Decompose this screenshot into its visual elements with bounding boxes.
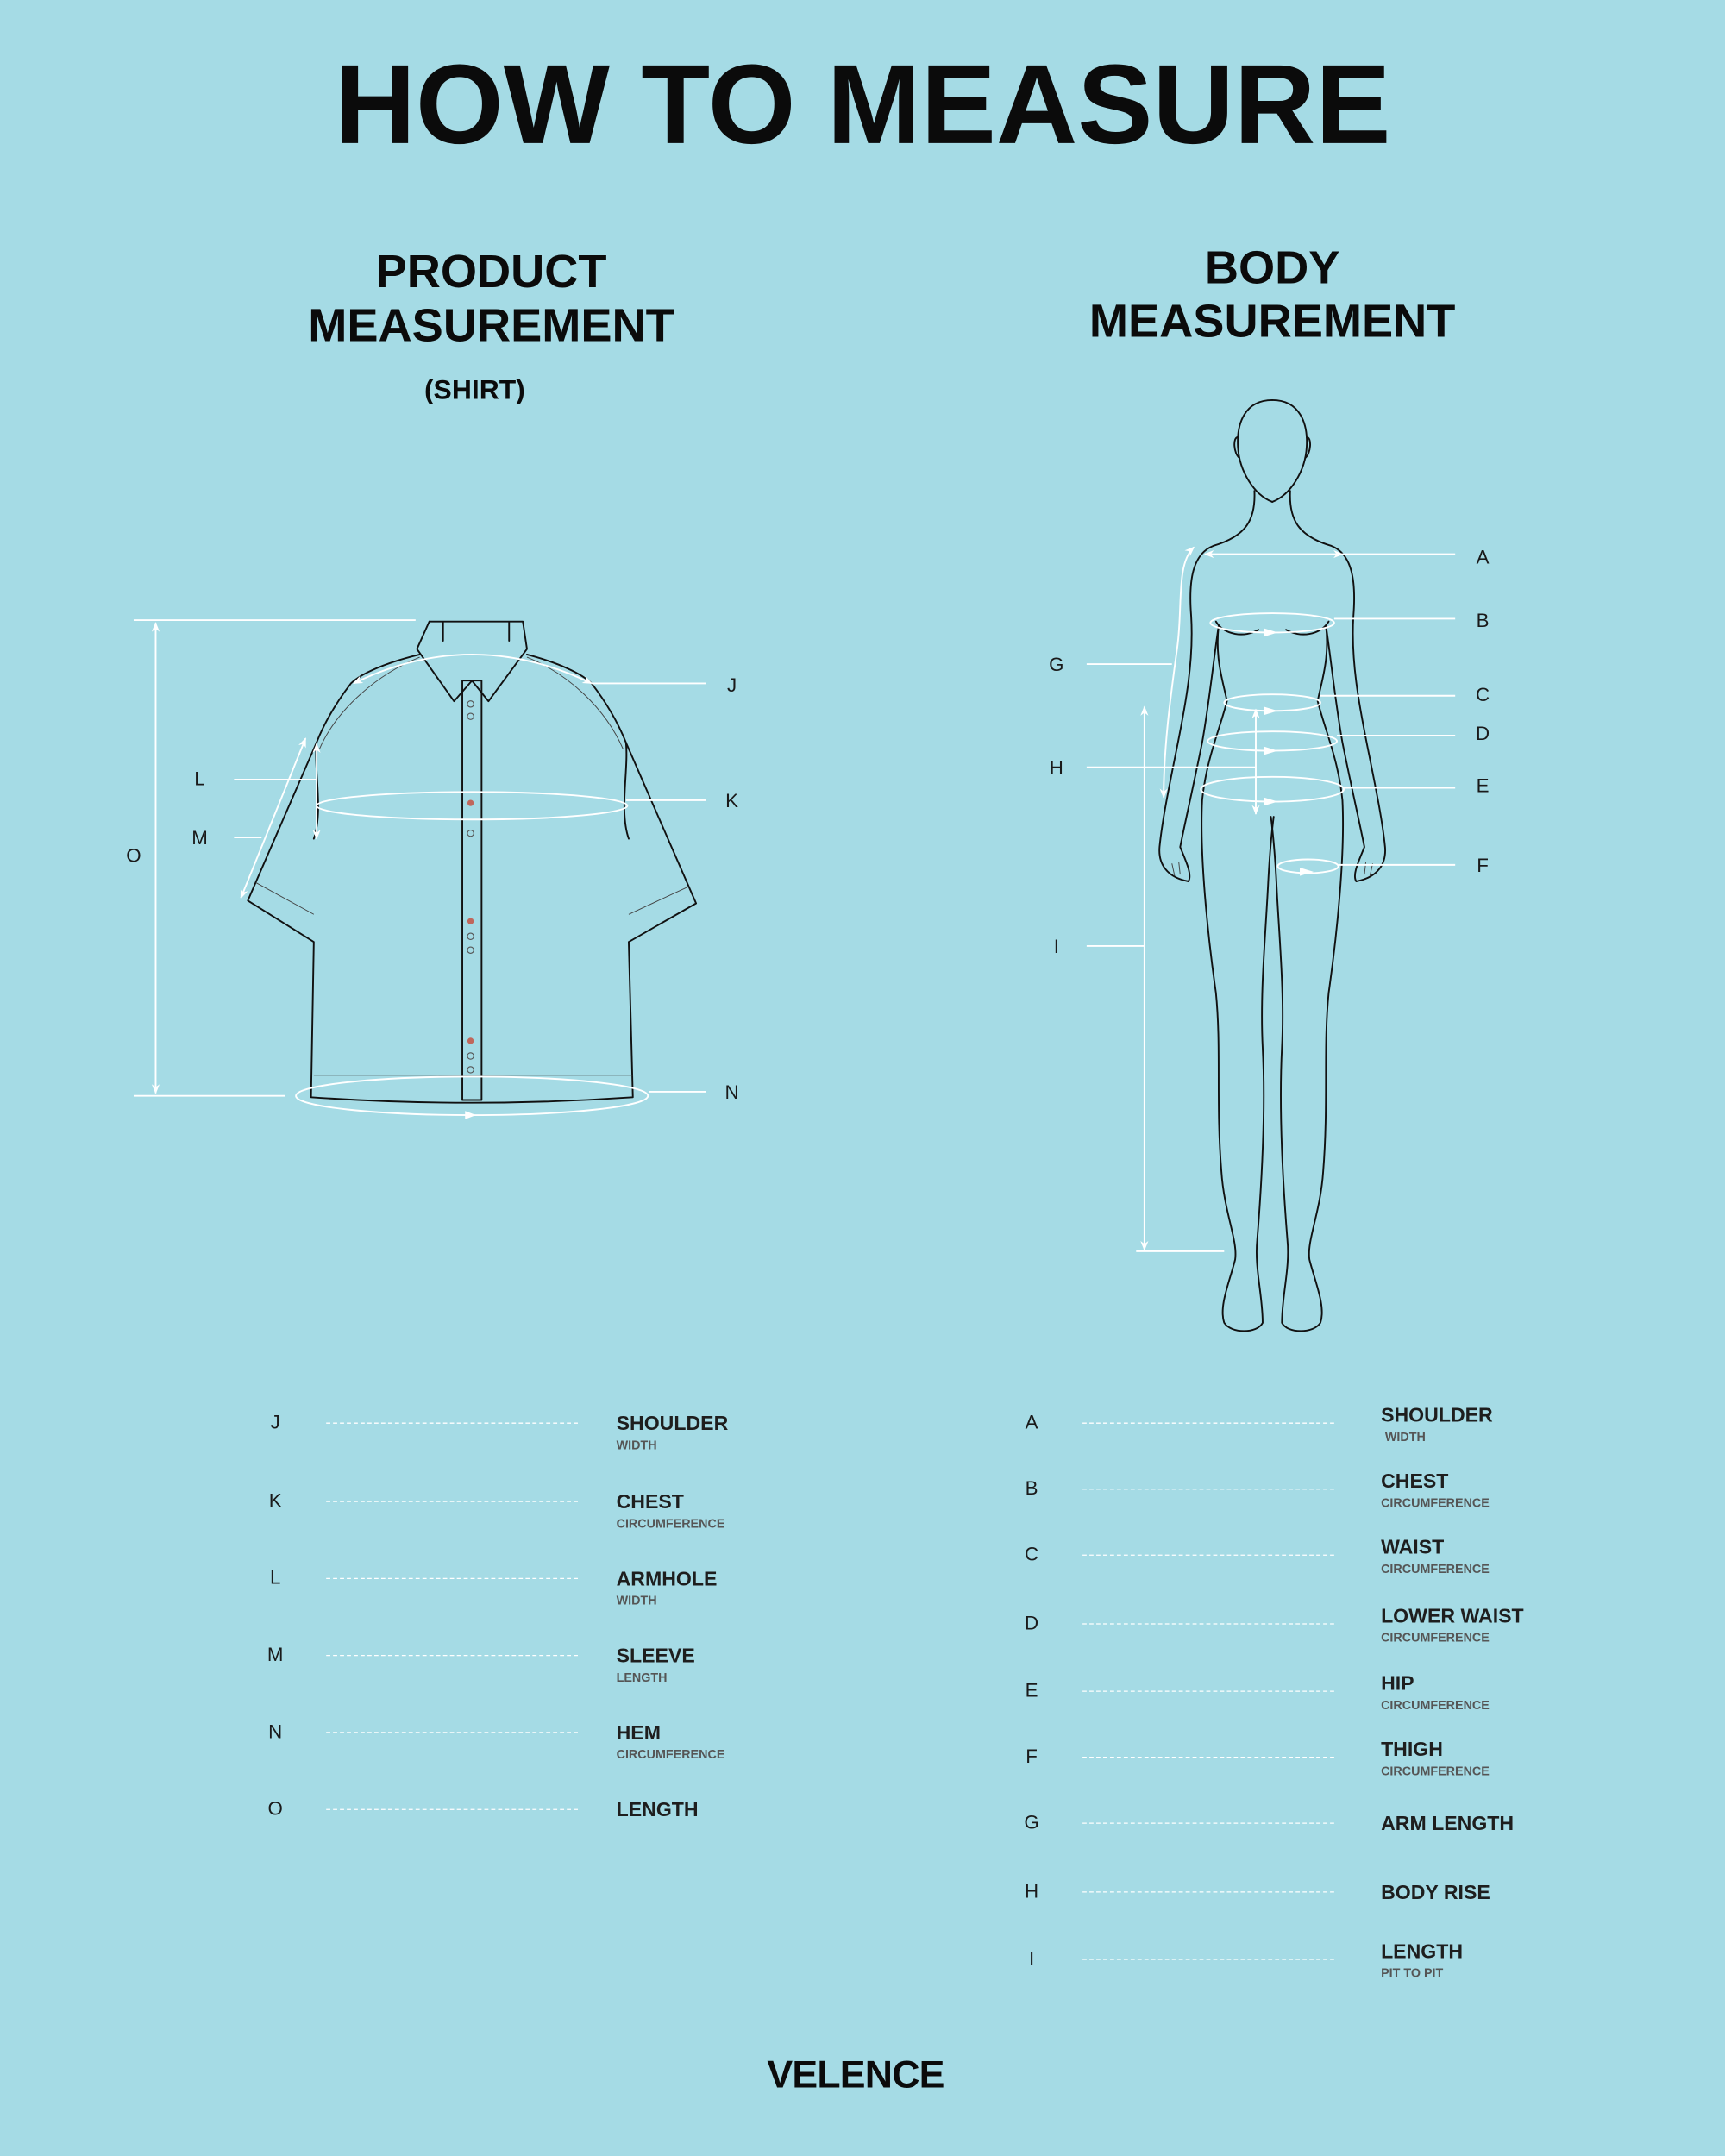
legend-row: B CHEST CIRCUMFERENCE (1026, 1470, 1490, 1510)
legend-row: J SHOULDER WIDTH (271, 1412, 729, 1453)
body-heading-line2: MEASUREMENT (1089, 296, 1455, 348)
legend-sub: CIRCUMFERENCE (1381, 1764, 1490, 1778)
label-i: I (1054, 936, 1059, 957)
product-legend: J SHOULDER WIDTH K CHEST CIRCUMFERENCE L ARMHOL… (267, 1412, 729, 1821)
legend-name: CHEST (1381, 1470, 1448, 1492)
legend-row: E HIP CIRCUMFERENCE (1026, 1672, 1490, 1713)
legend-sub: LENGTH (617, 1671, 668, 1685)
legend-name: ARM LENGTH (1381, 1812, 1514, 1834)
legend-name: LOWER WAIST (1381, 1604, 1524, 1626)
legend-sub: PIT TO PIT (1381, 1967, 1443, 1981)
legend-letter: L (270, 1567, 280, 1589)
shirt-illustration (247, 620, 698, 1104)
label-k: K (725, 790, 738, 812)
legend-letter: O (268, 1798, 283, 1820)
legend-row: A SHOULDER WIDTH (1026, 1404, 1493, 1445)
legend-name: HEM (617, 1721, 661, 1744)
label-j: J (727, 674, 737, 696)
label-e: E (1477, 774, 1490, 796)
body-figure-illustration (1158, 399, 1386, 1332)
body-measure-lines (1086, 546, 1456, 1252)
legend-sub: WIDTH (1385, 1431, 1426, 1445)
label-a: A (1477, 547, 1490, 568)
legend-letter: D (1025, 1612, 1038, 1633)
legend-name: LENGTH (1381, 1940, 1463, 1962)
label-c: C (1476, 684, 1490, 705)
label-n: N (724, 1081, 738, 1103)
legend-name: CHEST (617, 1490, 684, 1513)
legend-row: O LENGTH (268, 1798, 699, 1821)
legend-row: F THIGH CIRCUMFERENCE (1026, 1738, 1490, 1778)
legend-row: L ARMHOLE WIDTH (270, 1567, 717, 1608)
legend-letter: J (271, 1412, 280, 1433)
legend-name: SHOULDER (617, 1412, 729, 1434)
legend-sub: CIRCUMFERENCE (617, 1748, 725, 1762)
label-d: D (1476, 723, 1490, 744)
brand-logo: VELENCE (767, 2053, 944, 2096)
legend-row: K CHEST CIRCUMFERENCE (269, 1489, 725, 1531)
label-h: H (1050, 757, 1063, 779)
legend-name: SHOULDER (1381, 1404, 1493, 1426)
legend-name: BODY RISE (1381, 1881, 1490, 1903)
label-b: B (1477, 610, 1490, 631)
body-heading-line1: BODY (1205, 241, 1340, 293)
legend-letter: N (268, 1720, 282, 1742)
legend-row: I LENGTH PIT TO PIT (1029, 1940, 1463, 1980)
shirt-measure-lines (133, 619, 706, 1119)
legend-sub: WIDTH (617, 1438, 657, 1452)
label-m: M (191, 827, 208, 849)
legend-name: HIP (1381, 1672, 1414, 1695)
legend-letter: E (1026, 1679, 1038, 1701)
legend-letter: M (267, 1644, 284, 1665)
legend-letter: C (1025, 1544, 1038, 1565)
legend-sub: CIRCUMFERENCE (1381, 1563, 1490, 1576)
legend-row: M SLEEVE LENGTH (267, 1644, 695, 1685)
page-title: HOW TO MEASURE (335, 41, 1391, 167)
legend-sub: CIRCUMFERENCE (1381, 1496, 1490, 1510)
legend-sub: CIRCUMFERENCE (1381, 1699, 1490, 1713)
legend-letter: K (269, 1489, 282, 1511)
legend-row: H BODY RISE (1025, 1880, 1490, 1903)
product-heading-line2: MEASUREMENT (308, 299, 674, 351)
legend-letter: F (1026, 1745, 1038, 1767)
label-o: O (126, 845, 141, 867)
legend-letter: A (1026, 1412, 1038, 1433)
legend-name: WAIST (1381, 1536, 1444, 1558)
label-f: F (1477, 855, 1489, 876)
label-l: L (194, 768, 204, 789)
legend-sub: CIRCUMFERENCE (1381, 1632, 1490, 1645)
legend-letter: H (1025, 1880, 1038, 1902)
legend-name: LENGTH (617, 1798, 699, 1821)
product-subheading: (SHIRT) (424, 373, 525, 404)
product-heading-line1: PRODUCT (376, 246, 607, 298)
legend-row: G ARM LENGTH (1024, 1812, 1514, 1835)
legend-row: N HEM CIRCUMFERENCE (268, 1720, 724, 1762)
legend-letter: G (1024, 1812, 1038, 1833)
legend-name: THIGH (1381, 1738, 1443, 1760)
legend-name: SLEEVE (617, 1645, 695, 1667)
legend-row: D LOWER WAIST CIRCUMFERENCE (1025, 1604, 1524, 1645)
legend-sub: CIRCUMFERENCE (617, 1517, 725, 1531)
legend-sub: WIDTH (617, 1595, 657, 1608)
legend-letter: B (1026, 1477, 1038, 1499)
legend-letter: I (1029, 1947, 1034, 1969)
legend-name: ARMHOLE (617, 1567, 718, 1589)
label-g: G (1049, 654, 1063, 675)
legend-row: C WAIST CIRCUMFERENCE (1025, 1536, 1490, 1576)
